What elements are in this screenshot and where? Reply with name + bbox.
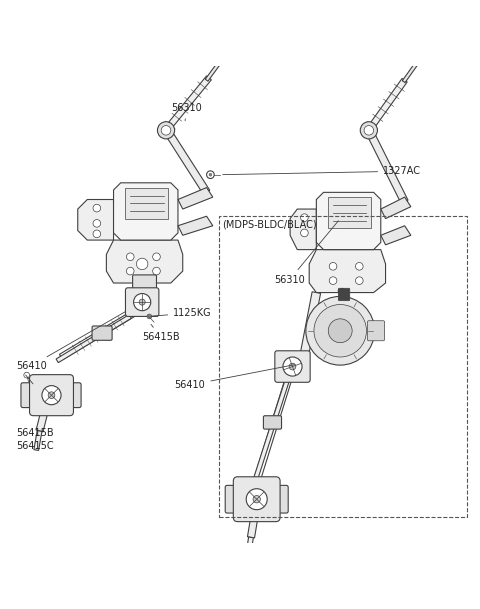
Polygon shape bbox=[178, 216, 213, 235]
Text: 56415C: 56415C bbox=[16, 441, 53, 451]
Circle shape bbox=[157, 122, 175, 139]
Text: 1327AC: 1327AC bbox=[223, 166, 421, 176]
Circle shape bbox=[356, 262, 363, 270]
Polygon shape bbox=[246, 537, 253, 557]
Text: 1125KG: 1125KG bbox=[151, 308, 212, 318]
FancyBboxPatch shape bbox=[338, 288, 350, 301]
Polygon shape bbox=[164, 76, 211, 132]
Polygon shape bbox=[37, 378, 54, 386]
Polygon shape bbox=[78, 200, 114, 240]
Polygon shape bbox=[253, 378, 292, 482]
Polygon shape bbox=[402, 63, 418, 83]
Circle shape bbox=[126, 267, 134, 275]
Circle shape bbox=[360, 122, 377, 139]
Polygon shape bbox=[178, 188, 213, 209]
Bar bbox=[218, 216, 467, 517]
Circle shape bbox=[329, 277, 337, 284]
Circle shape bbox=[306, 297, 374, 365]
Text: (MDPS-BLDC/BLAC): (MDPS-BLDC/BLAC) bbox=[222, 219, 316, 229]
Polygon shape bbox=[114, 183, 178, 240]
Polygon shape bbox=[36, 411, 48, 432]
Circle shape bbox=[136, 258, 148, 270]
Circle shape bbox=[314, 304, 366, 357]
Polygon shape bbox=[125, 188, 168, 219]
Circle shape bbox=[209, 174, 212, 176]
Circle shape bbox=[93, 220, 101, 227]
Circle shape bbox=[153, 267, 160, 275]
Polygon shape bbox=[133, 281, 149, 304]
Circle shape bbox=[329, 262, 337, 270]
Polygon shape bbox=[242, 482, 259, 498]
Circle shape bbox=[42, 385, 61, 405]
FancyBboxPatch shape bbox=[132, 275, 156, 293]
Circle shape bbox=[153, 253, 160, 261]
Circle shape bbox=[161, 125, 171, 135]
FancyBboxPatch shape bbox=[233, 477, 280, 522]
FancyBboxPatch shape bbox=[125, 288, 159, 317]
Circle shape bbox=[147, 314, 152, 319]
Circle shape bbox=[364, 125, 373, 135]
Polygon shape bbox=[34, 431, 42, 451]
Polygon shape bbox=[338, 288, 347, 299]
FancyBboxPatch shape bbox=[21, 383, 38, 407]
Text: 56415B: 56415B bbox=[16, 428, 53, 438]
FancyBboxPatch shape bbox=[225, 485, 242, 513]
Circle shape bbox=[300, 229, 308, 237]
FancyBboxPatch shape bbox=[271, 485, 288, 513]
FancyBboxPatch shape bbox=[30, 375, 73, 416]
FancyBboxPatch shape bbox=[64, 383, 81, 407]
Circle shape bbox=[356, 277, 363, 284]
Text: 56410: 56410 bbox=[16, 312, 125, 371]
Circle shape bbox=[289, 363, 296, 370]
Polygon shape bbox=[316, 192, 381, 250]
FancyBboxPatch shape bbox=[367, 321, 384, 341]
Polygon shape bbox=[56, 315, 132, 362]
Circle shape bbox=[93, 230, 101, 238]
Polygon shape bbox=[381, 197, 411, 219]
Text: 56310: 56310 bbox=[275, 220, 338, 284]
Circle shape bbox=[93, 204, 101, 212]
Text: 56310: 56310 bbox=[171, 103, 202, 121]
Circle shape bbox=[328, 319, 352, 343]
Polygon shape bbox=[309, 250, 385, 292]
Circle shape bbox=[246, 488, 267, 510]
Polygon shape bbox=[381, 226, 411, 245]
Circle shape bbox=[300, 214, 308, 222]
Polygon shape bbox=[165, 131, 210, 194]
Polygon shape bbox=[107, 240, 183, 283]
Circle shape bbox=[206, 171, 214, 178]
Circle shape bbox=[24, 372, 30, 378]
Circle shape bbox=[126, 253, 134, 261]
Polygon shape bbox=[328, 197, 371, 228]
Circle shape bbox=[48, 392, 55, 398]
Circle shape bbox=[139, 299, 145, 305]
Polygon shape bbox=[290, 209, 316, 250]
Text: 56415B: 56415B bbox=[142, 325, 180, 342]
Circle shape bbox=[133, 294, 151, 311]
Polygon shape bbox=[60, 311, 134, 360]
Text: 56410: 56410 bbox=[175, 365, 295, 390]
Polygon shape bbox=[205, 58, 224, 81]
FancyBboxPatch shape bbox=[264, 416, 282, 429]
FancyBboxPatch shape bbox=[92, 326, 112, 340]
Polygon shape bbox=[366, 79, 407, 132]
Polygon shape bbox=[300, 292, 321, 356]
FancyBboxPatch shape bbox=[275, 351, 310, 382]
Circle shape bbox=[253, 496, 260, 503]
Circle shape bbox=[283, 357, 302, 376]
Polygon shape bbox=[365, 128, 408, 203]
Polygon shape bbox=[252, 380, 289, 485]
Polygon shape bbox=[248, 517, 258, 538]
